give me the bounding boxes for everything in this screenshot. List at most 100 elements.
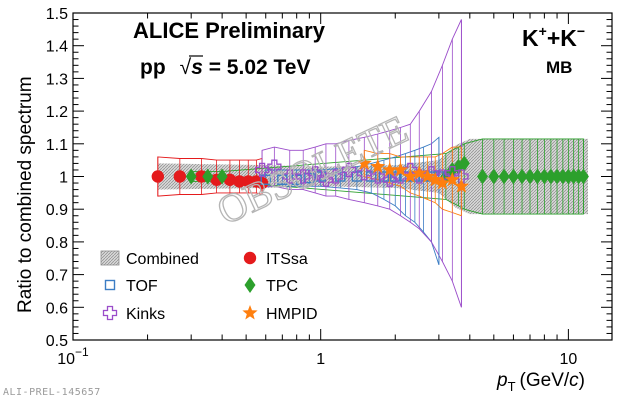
y-tick-label: 0.5 xyxy=(46,333,68,350)
particle-sup-plus: + xyxy=(539,23,547,39)
tpc-point xyxy=(202,168,214,185)
hmpid-point xyxy=(392,162,409,177)
tpc-point xyxy=(545,168,557,185)
tof-point xyxy=(260,174,271,185)
legend-marker-tpc xyxy=(244,277,256,293)
y-tick-label: 1.1 xyxy=(46,137,68,154)
x-axis-title: pT (GeV/c) xyxy=(496,370,585,394)
x-tick-base: 10 xyxy=(57,351,75,368)
axis-ticks xyxy=(72,12,612,341)
kinks-point xyxy=(296,169,311,184)
hmpid-point xyxy=(434,175,450,190)
particle-join: +K xyxy=(547,25,577,51)
x-tick-label: 10 xyxy=(559,351,577,368)
tpc-point xyxy=(185,168,197,185)
legend-label-tof: TOF xyxy=(126,278,158,295)
kinks-point xyxy=(370,169,385,184)
kinks-point xyxy=(282,169,297,184)
particle-main: K xyxy=(522,25,539,51)
kinks-point xyxy=(382,172,397,187)
hmpid-point xyxy=(427,171,443,187)
y-tick-label: 1.3 xyxy=(46,71,68,88)
legend-label-itssa: ITSsa xyxy=(266,251,308,268)
x-axis-unit: (GeV/ xyxy=(520,370,570,391)
data-points xyxy=(151,155,589,193)
tof-point xyxy=(390,171,401,182)
y-tick-label: 0.8 xyxy=(46,235,68,252)
hmpid-point xyxy=(356,155,372,170)
y-tick-label: 1 xyxy=(59,170,68,187)
x-axis-c: c xyxy=(569,370,579,391)
y-axis-title: Ratio to combined spectrum xyxy=(15,76,36,313)
legend-marker-itssa xyxy=(243,251,257,265)
legend-label-hmpid: HMPID xyxy=(266,306,318,323)
legend-label-tpc: TPC xyxy=(266,278,298,295)
tpc-point xyxy=(577,168,589,185)
itssa-point xyxy=(233,175,246,188)
tof-point xyxy=(335,171,346,182)
kinks-point xyxy=(357,166,372,181)
tpc-point xyxy=(476,168,488,185)
collision-label: pp √s = 5.02 TeV xyxy=(140,56,310,79)
tpc-point xyxy=(507,168,519,185)
energy-value: = 5.02 TeV xyxy=(203,56,311,79)
kinks-point xyxy=(318,172,334,187)
x-tick-exponent: −1 xyxy=(75,345,89,359)
particle-label: K++K− xyxy=(522,23,585,51)
y-tick-label: 1.5 xyxy=(46,6,68,23)
combined-uncertainty-band xyxy=(157,138,589,215)
hmpid-point xyxy=(453,178,469,193)
itssa-point xyxy=(173,170,187,183)
hmpid-point xyxy=(411,165,427,180)
y-tick-label: 1.4 xyxy=(46,39,68,56)
chart-title: ALICE Preliminary xyxy=(133,18,326,43)
legend: Combined TOF Kinks ITSsa TPC HMPID xyxy=(100,250,318,323)
multiplicity-label: MB xyxy=(546,58,572,77)
y-tick-label: 1.2 xyxy=(46,104,68,121)
legend-label-combined: Combined xyxy=(126,251,199,268)
y-tick-label: 0.6 xyxy=(46,300,68,317)
tpc-point xyxy=(498,168,510,185)
itssa-point xyxy=(255,176,269,190)
kinks-point xyxy=(254,162,270,178)
hmpid-point xyxy=(370,158,386,174)
tpc-point xyxy=(458,155,470,172)
preliminary-id: ALI-PREL-145657 xyxy=(3,387,101,398)
x-axis-close: ) xyxy=(579,370,585,391)
tpc-point xyxy=(488,168,500,185)
legend-marker-combined xyxy=(100,250,120,266)
kinks-point xyxy=(341,162,357,178)
kinks-point xyxy=(308,166,323,181)
kinks-point xyxy=(454,169,469,184)
hmpid-point xyxy=(419,168,436,183)
x-tick-label: 10−1 xyxy=(57,345,89,368)
tpc-point xyxy=(531,168,543,185)
x-axis-sub: T xyxy=(508,379,516,394)
axis-tick-labels: 0.50.60.70.80.911.11.21.31.41.510−1 1 10 xyxy=(46,6,578,368)
tpc-point xyxy=(551,168,563,185)
combined-band-area xyxy=(157,138,589,215)
legend-marker-hmpid xyxy=(242,305,258,320)
itssa-sys-envelope xyxy=(157,156,263,197)
hmpid-point xyxy=(444,171,460,187)
hmpid-point xyxy=(382,162,398,177)
system-label: pp xyxy=(140,56,166,79)
x-axis-var: p xyxy=(496,370,508,391)
tpc-point xyxy=(516,168,528,185)
tof-point xyxy=(315,171,326,182)
kinks-point xyxy=(267,159,282,174)
kinks-point xyxy=(328,169,343,184)
hmpid-point xyxy=(402,168,418,183)
legend-label-kinks: Kinks xyxy=(126,306,165,323)
tpc-point xyxy=(216,168,228,185)
energy-var: s xyxy=(191,56,203,79)
legend-marker-kinks xyxy=(102,305,118,321)
tpc-point xyxy=(524,168,536,185)
x-tick-label: 1 xyxy=(316,351,325,368)
particle-sup-minus: − xyxy=(577,23,585,39)
itssa-point xyxy=(151,170,165,183)
y-tick-label: 0.9 xyxy=(46,202,68,219)
tpc-point xyxy=(557,168,569,185)
sqrt-symbol: √ xyxy=(180,56,192,79)
